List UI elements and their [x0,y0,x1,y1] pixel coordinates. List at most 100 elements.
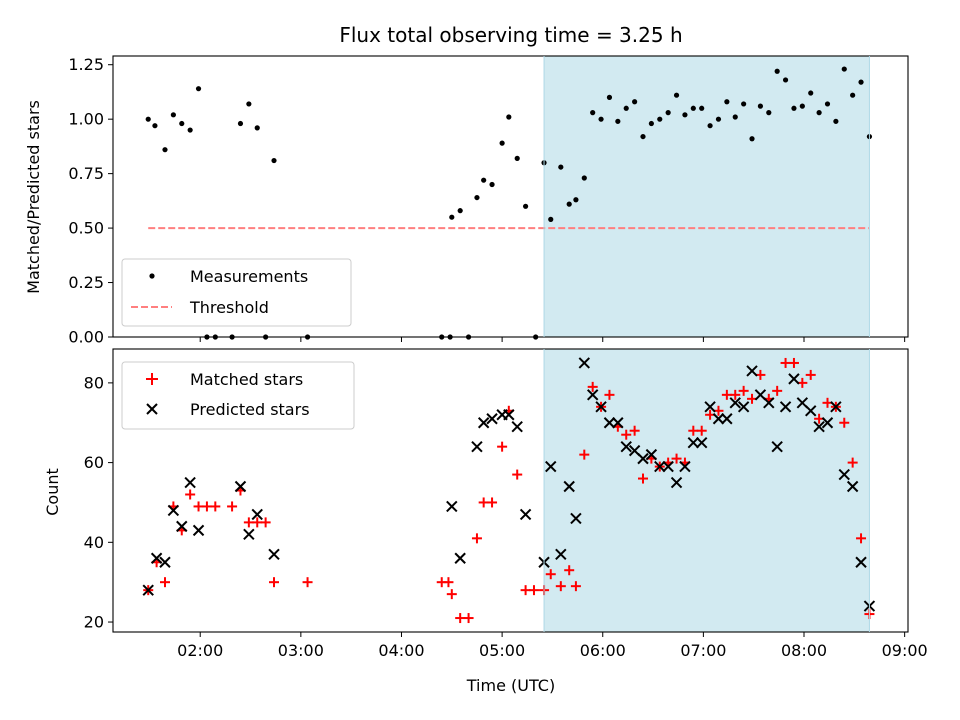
predicted-stars-point [846,480,859,493]
top-y-ticks: 0.00 0.25 0.50 0.75 1.00 1.25 [68,55,113,347]
predicted-stars-point [662,460,674,473]
measurement-point [489,181,495,188]
measurement-point [271,157,277,164]
matched-stars-point [570,581,581,592]
x-axis-label: Time (UTC) [466,676,555,695]
predicted-stars-point [654,460,666,473]
y-tick-label: 40 [84,533,104,552]
matched-stars-point [528,585,539,596]
predicted-stars-point [729,397,741,409]
x-tick-label: 09:00 [882,641,928,660]
predicted-stars-point [805,405,817,417]
measurement-point [237,120,244,127]
measurement-point [850,92,856,98]
bottom-y-ticks: 20 40 60 80 [84,373,113,632]
predicted-stars-point [687,436,700,449]
matched-stars-point [243,517,254,528]
legend-threshold-label: Threshold [189,298,269,317]
measurement-point [162,147,168,153]
x-tick-label: 07:00 [680,641,726,660]
y-tick-label: 0.75 [68,164,104,183]
y-tick-label: 60 [84,453,104,472]
predicted-stars-point [779,401,792,413]
measurement-point [598,116,604,122]
predicted-stars-point [563,480,575,493]
measurement-point [522,203,529,209]
predicted-stars-point [578,357,591,369]
measurement-point [246,101,252,107]
matched-stars-point [455,613,466,624]
measurement-point [558,164,564,170]
matched-stars-point [721,389,732,400]
measurement-point [514,155,520,161]
measurement-point [152,123,158,129]
top-axes-frame [112,55,909,338]
predicted-stars-point [763,397,775,409]
legend-measurements-marker [149,273,155,279]
measurement-point [457,208,463,214]
predicted-stars-point [830,401,842,413]
matched-stars-point [512,469,523,480]
predicted-stars-point [192,524,205,537]
x-tick-label: 05:00 [479,641,525,660]
measurement-point [724,99,730,105]
predicted-stars-point [637,452,649,465]
bottom-x-ticks: 02:00 03:00 04:00 05:00 06:00 07:00 08:00 09:00 [177,632,928,660]
predicted-stars-point [855,556,867,568]
matched-stars-point [443,577,454,588]
matched-stars-point [555,581,566,592]
top-legend: Measurements Threshold [121,258,352,327]
matched-stars-point [564,565,575,576]
y-tick-label: 20 [84,613,104,632]
matched-stars-point [587,381,598,392]
measurement-point [481,177,487,183]
matched-stars-point [227,501,238,512]
matched-stars-point [638,473,648,484]
matched-stars-point [805,369,816,380]
matched-stars-point [856,533,867,544]
predicted-stars-point [477,417,490,429]
x-tick-label: 04:00 [378,641,424,660]
matched-stars-point [446,589,457,600]
predicted-stars-point [268,548,280,560]
predicted-stars-point [251,508,263,521]
measurement-point [757,103,764,109]
predicted-stars-point [570,512,582,525]
y-tick-label: 0.50 [68,219,104,238]
x-tick-label: 02:00 [177,641,223,660]
predicted-stars-point [446,500,458,513]
matched-stars-point [839,417,850,428]
predicted-stars-point [595,401,607,413]
measurement-point [474,194,480,201]
measurement-point [187,127,193,133]
measurement-point [715,116,722,122]
matched-stars-point [193,501,204,512]
measurement-point [673,92,680,98]
predicted-stars-point [586,389,599,401]
predicted-stars-point [721,413,733,425]
x-tick-label: 03:00 [278,641,324,660]
bottom-marks [142,357,876,624]
measurement-point [690,105,696,111]
predicted-stars-point [142,584,154,596]
predicted-stars-point [679,460,691,473]
measurement-point [573,197,579,203]
measurement-point [606,94,613,100]
predicted-stars-point [555,548,567,560]
predicted-stars-point [645,448,658,461]
matched-stars-point [788,357,799,368]
predicted-stars-point [503,409,515,421]
measurement-point [145,116,151,122]
top-y-axis-label: Matched/Predicted stars [24,100,43,294]
x-tick-label: 06:00 [580,641,626,660]
predicted-stars-point [519,508,532,521]
measurement-point [170,112,176,118]
predicted-stars-point [150,552,163,564]
measurement-point [749,136,755,142]
matched-stars-point [260,517,271,528]
measurement-point [766,110,772,116]
predicted-stars-point [159,556,171,568]
measurement-point [640,133,646,140]
matched-stars-point [772,385,783,396]
predicted-stars-point [167,504,180,517]
